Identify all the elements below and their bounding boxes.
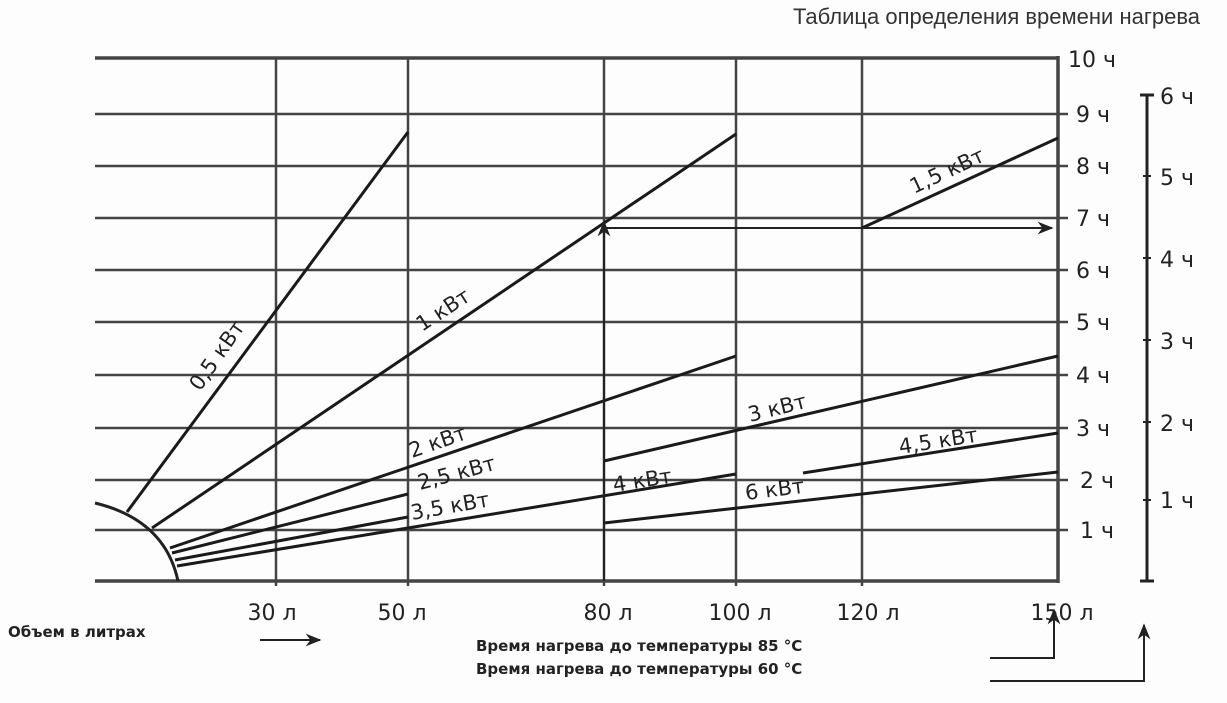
svg-text:3 ч: 3 ч	[1076, 417, 1110, 442]
right-y-tick-labels: 6 ч 5 ч 4 ч 3 ч 2 ч 1 ч	[1160, 85, 1194, 514]
svg-text:8 ч: 8 ч	[1076, 155, 1110, 180]
svg-text:10 ч: 10 ч	[1068, 48, 1116, 73]
svg-text:30 л: 30 л	[247, 601, 296, 626]
origin-arc	[94, 501, 180, 582]
legend-85c: Время нагрева до температуры 85 °C	[476, 637, 802, 655]
power-labels: 0,5 кВт 1 кВт 1,5 кВт 2 кВт 2,5 кВт 3 кВ…	[184, 143, 988, 525]
svg-text:7 ч: 7 ч	[1076, 207, 1110, 232]
line-2kw	[169, 354, 737, 550]
svg-text:1 ч: 1 ч	[1160, 489, 1194, 514]
legend: Объем в литрах Время нагрева до температ…	[8, 623, 802, 678]
svg-text:150 л: 150 л	[1030, 601, 1093, 626]
svg-text:100 л: 100 л	[708, 601, 771, 626]
svg-text:1 ч: 1 ч	[1080, 519, 1114, 544]
svg-text:6 ч: 6 ч	[1076, 259, 1110, 284]
line-4-5kw	[802, 431, 1059, 475]
right-axis-60c	[1140, 93, 1154, 583]
svg-text:80 л: 80 л	[583, 601, 632, 626]
power-lines	[125, 131, 1059, 568]
line-1-5kw	[861, 136, 1059, 230]
line-0-5kw	[125, 131, 410, 513]
horizontal-gridlines	[95, 56, 1068, 583]
svg-text:4 ч: 4 ч	[1160, 248, 1194, 273]
svg-text:6 ч: 6 ч	[1160, 85, 1194, 110]
svg-text:9 ч: 9 ч	[1076, 103, 1110, 128]
line-2-5kw	[171, 492, 409, 555]
line-1kw	[151, 132, 737, 530]
svg-text:120 л: 120 л	[836, 601, 899, 626]
line-3-5kw	[174, 515, 409, 562]
x-tick-labels: 30 л 50 л 80 л 100 л 120 л 150 л	[247, 601, 1093, 626]
svg-text:4 ч: 4 ч	[1076, 364, 1110, 389]
svg-text:2 ч: 2 ч	[1160, 412, 1194, 437]
line-4kw	[176, 472, 737, 568]
legend-60c: Время нагрева до температуры 60 °C	[476, 660, 802, 678]
svg-text:4 кВт: 4 кВт	[611, 464, 673, 497]
svg-text:50 л: 50 л	[377, 601, 426, 626]
example-arrows	[260, 220, 1151, 682]
chart-title: Таблица определения времени нагрева	[792, 4, 1200, 29]
x-axis-label: Объем в литрах	[8, 623, 146, 641]
svg-text:5 ч: 5 ч	[1160, 166, 1194, 191]
svg-text:2 ч: 2 ч	[1080, 469, 1114, 494]
left-y-tick-labels: 10 ч 9 ч 8 ч 7 ч 6 ч 5 ч 4 ч 3 ч 2 ч 1 ч	[1068, 48, 1116, 544]
svg-text:5 ч: 5 ч	[1076, 311, 1110, 336]
svg-text:0,5 кВт: 0,5 кВт	[184, 316, 249, 395]
svg-text:1 кВт: 1 кВт	[412, 284, 475, 336]
line-3kw	[603, 354, 1059, 463]
line-6kw	[603, 470, 1059, 525]
svg-text:3 ч: 3 ч	[1160, 330, 1194, 355]
